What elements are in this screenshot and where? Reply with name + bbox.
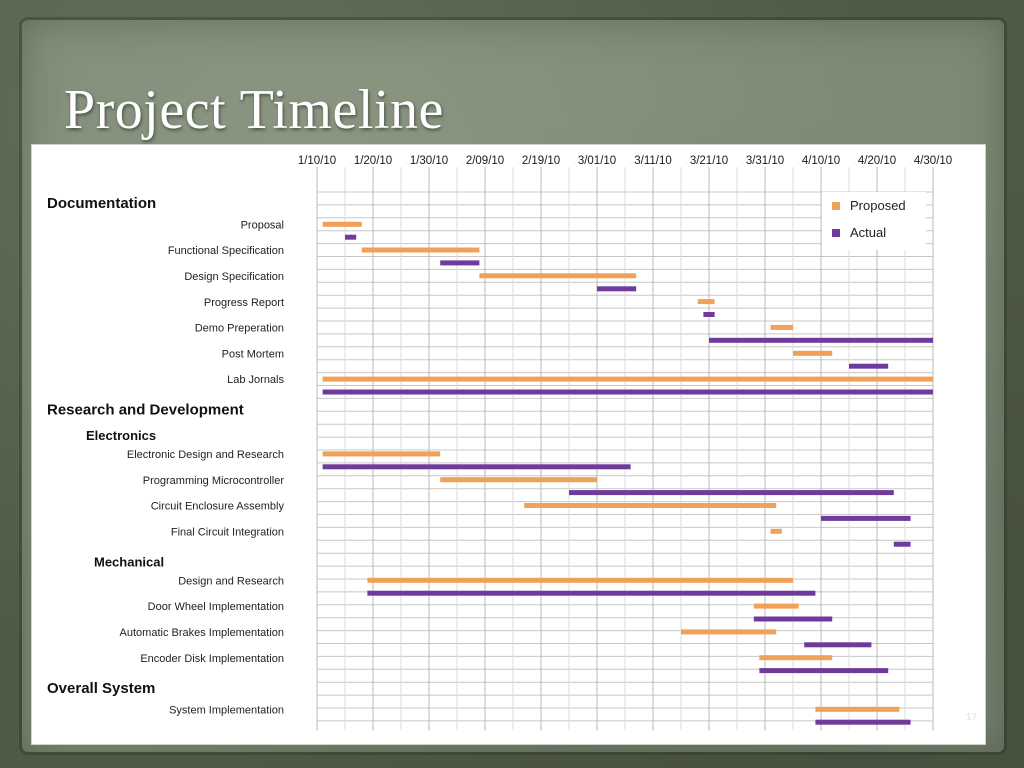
proposed-bar [753, 603, 799, 609]
task-label: Automatic Brakes Implementation [120, 627, 284, 639]
actual-bar [597, 286, 637, 292]
actual-bar [322, 389, 934, 395]
x-tick-label: 1/20/10 [354, 155, 392, 167]
section-label: Overall System [47, 680, 155, 697]
subsection-label: Mechanical [94, 554, 164, 569]
task-label: Demo Preperation [195, 323, 284, 335]
page-number: 17 [966, 712, 978, 723]
x-tick-label: 3/11/10 [634, 155, 672, 167]
x-tick-label: 4/10/10 [802, 155, 840, 167]
legend-swatch [832, 202, 840, 210]
proposed-bar [322, 221, 362, 227]
actual-bar [440, 260, 480, 266]
legend-label: Proposed [850, 198, 906, 213]
task-label: Final Circuit Integration [171, 526, 284, 538]
actual-bar [322, 464, 631, 470]
tick-layer: 1/10/10 1/20/10 1/30/10 2/09/10 2/19/10 3/01/… [298, 155, 952, 167]
actual-bar [821, 515, 911, 521]
task-label: Design and Research [178, 575, 284, 587]
proposed-bar [770, 528, 782, 534]
proposed-bar [322, 376, 934, 382]
x-tick-label: 3/31/10 [746, 155, 784, 167]
task-label: Progress Report [204, 297, 284, 309]
proposed-bar [815, 706, 900, 712]
task-label: Design Specification [184, 271, 284, 283]
x-tick-label: 1/30/10 [410, 155, 448, 167]
proposed-bar [770, 324, 793, 330]
task-label: Electronic Design and Research [127, 449, 284, 461]
proposed-bar [361, 247, 480, 253]
actual-bar [815, 719, 911, 725]
task-label: Post Mortem [222, 348, 284, 360]
proposed-bar [440, 477, 597, 483]
actual-bar [893, 541, 911, 547]
legend-label: Actual [850, 225, 886, 240]
section-label: Documentation [47, 195, 156, 212]
proposed-bar [681, 629, 777, 635]
actual-bar [759, 668, 889, 674]
x-tick-label: 1/10/10 [298, 155, 336, 167]
task-label: Encoder Disk Implementation [140, 653, 284, 665]
proposed-bar [793, 350, 833, 356]
task-label: Programming Microcontroller [143, 475, 285, 487]
task-label: System Implementation [169, 704, 284, 716]
x-tick-label: 3/21/10 [690, 155, 728, 167]
task-label: Proposal [241, 219, 284, 231]
section-label: Research and Development [47, 401, 244, 418]
actual-bar [709, 337, 933, 343]
gantt-chart: Documentation Proposal Functional Specific… [47, 155, 952, 731]
x-tick-label: 3/01/10 [578, 155, 616, 167]
proposed-bar [524, 503, 777, 508]
proposed-bar [479, 273, 637, 279]
legend-box [822, 192, 926, 250]
actual-bar [753, 616, 833, 622]
x-tick-label: 4/20/10 [858, 155, 896, 167]
proposed-bar [759, 655, 833, 661]
actual-bar [367, 590, 816, 596]
x-tick-label: 4/30/10 [914, 155, 952, 167]
task-label: Door Wheel Implementation [148, 601, 284, 613]
bar-layer [322, 221, 934, 725]
proposed-bar [322, 451, 441, 457]
task-label: Functional Specification [168, 245, 284, 257]
subsection-label: Electronics [86, 428, 156, 443]
actual-bar [345, 234, 357, 240]
chart-legend: Proposed Actual [822, 192, 926, 250]
x-tick-label: 2/19/10 [522, 155, 560, 167]
label-layer: Documentation Proposal Functional Specific… [47, 195, 284, 716]
proposed-bar [367, 577, 793, 583]
x-tick-label: 2/09/10 [466, 155, 504, 167]
legend-swatch [832, 229, 840, 237]
actual-bar [849, 363, 889, 369]
proposed-bar [697, 299, 715, 305]
actual-bar [804, 642, 872, 648]
task-label: Circuit Enclosure Assembly [151, 501, 285, 513]
actual-bar [569, 490, 894, 496]
gantt-chart-frame: Documentation Proposal Functional Specific… [31, 144, 986, 745]
page-title: Project Timeline [64, 79, 444, 141]
task-label: Lab Jornals [227, 374, 284, 386]
actual-bar [703, 312, 715, 317]
